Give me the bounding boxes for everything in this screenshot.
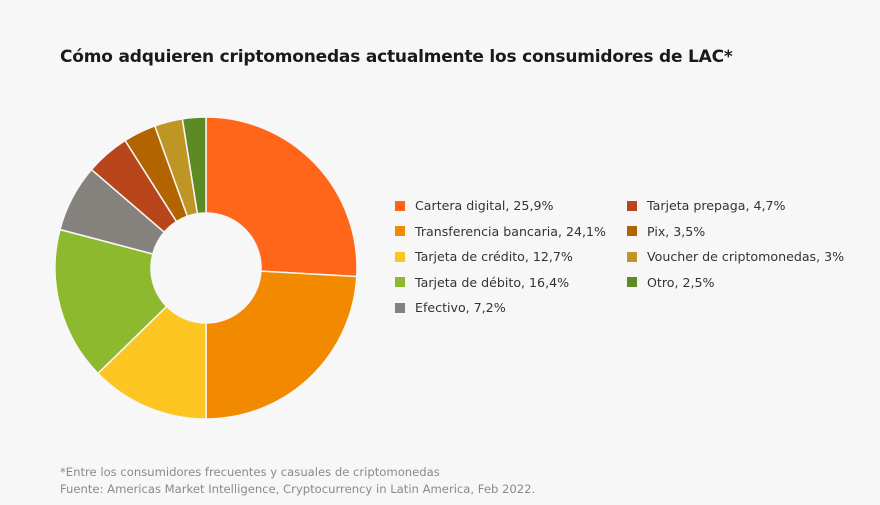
legend-label: Transferencia bancaria, 24,1% — [415, 223, 606, 239]
legend-swatch — [395, 302, 405, 313]
legend-label: Tarjeta de crédito, 12,7% — [415, 249, 573, 265]
legend-swatch — [627, 251, 637, 262]
slice-transferencia-bancaria — [205, 270, 358, 420]
legend-swatch — [395, 226, 405, 237]
chart-title: Cómo adquieren criptomonedas actualmente… — [60, 47, 733, 67]
legend-swatch — [395, 200, 405, 211]
legend-label: Cartera digital, 25,9% — [415, 198, 554, 214]
chart-legend: Cartera digital, 25,9% Tarjeta prepaga, … — [395, 193, 859, 321]
legend-item-transferencia-bancaria: Transferencia bancaria, 24,1% — [395, 219, 627, 245]
legend-item-voucher-de-criptomonedas: Voucher de criptomonedas, 3% — [627, 244, 859, 270]
legend-label: Tarjeta de débito, 16,4% — [415, 274, 570, 290]
legend-swatch — [627, 200, 637, 211]
legend-swatch — [395, 277, 405, 288]
legend-swatch — [395, 251, 405, 262]
legend-item-cartera-digital: Cartera digital, 25,9% — [395, 193, 627, 219]
legend-item-tarjeta-prepaga: Tarjeta prepaga, 4,7% — [627, 193, 859, 219]
legend-item-pix: Pix, 3,5% — [627, 219, 859, 245]
slice-cartera-digital — [205, 116, 358, 278]
legend-item-otro: Otro, 2,5% — [627, 270, 859, 296]
legend-label: Otro, 2,5% — [647, 274, 715, 290]
legend-label: Voucher de criptomonedas, 3% — [647, 249, 845, 265]
slice-tarjeta-de-debito — [54, 228, 168, 375]
legend-label: Tarjeta prepaga, 4,7% — [647, 198, 786, 214]
legend-label: Pix, 3,5% — [647, 223, 706, 239]
footnote-note: *Entre los consumidores frecuentes y cas… — [60, 465, 440, 479]
legend-item-tarjeta-de-credito: Tarjeta de crédito, 12,7% — [395, 244, 627, 270]
footnote: *Entre los consumidores frecuentes y cas… — [60, 464, 535, 498]
legend-swatch — [627, 277, 637, 288]
legend-label: Efectivo, 7,2% — [415, 300, 506, 316]
footnote-source: Fuente: Americas Market Intelligence, Cr… — [60, 482, 536, 496]
slice-otro — [181, 116, 207, 215]
legend-item-tarjeta-de-debito: Tarjeta de débito, 16,4% — [395, 270, 627, 296]
legend-swatch — [627, 226, 637, 237]
legend-item-efectivo: Efectivo, 7,2% — [395, 295, 627, 321]
